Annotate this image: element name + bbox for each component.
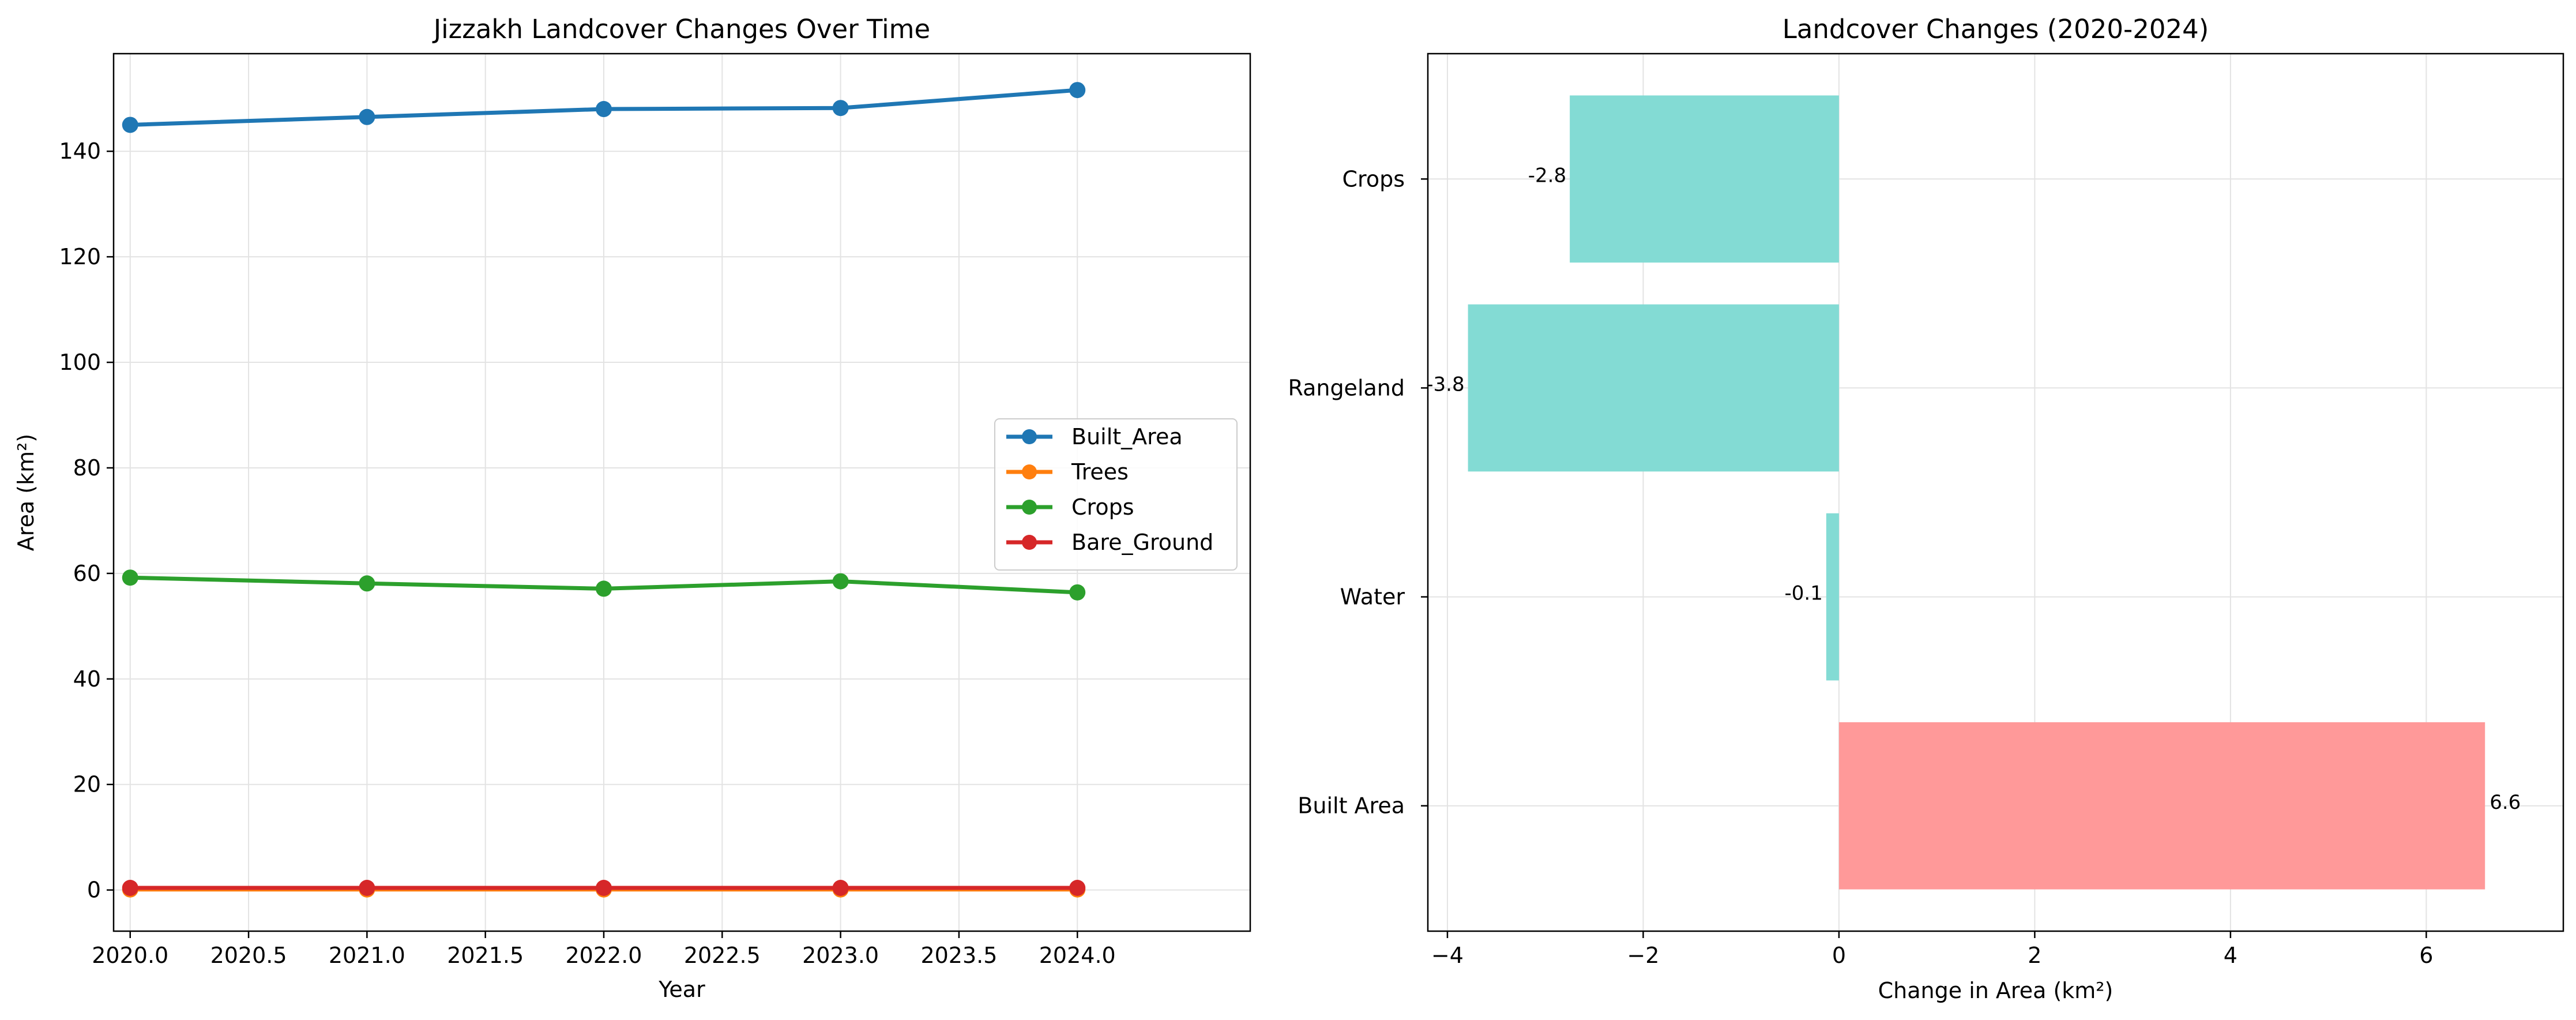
data-point	[359, 575, 375, 592]
legend-swatch-marker	[1022, 535, 1037, 550]
x-tick-label: 2020.0	[92, 943, 168, 968]
x-tick-label: 4	[2224, 943, 2237, 968]
data-point	[1069, 880, 1086, 897]
y-tick-label: 0	[87, 877, 101, 903]
legend-box	[994, 418, 1238, 571]
data-point	[595, 580, 612, 597]
bar-value-label: 6.6	[2489, 791, 2521, 814]
data-point	[359, 880, 375, 897]
plot-frame	[1427, 52, 2564, 932]
legend-swatch-marker	[1022, 429, 1037, 444]
data-point	[832, 100, 849, 117]
y-tick-label: Rangeland	[1288, 375, 1405, 400]
x-tick-label: −4	[1431, 943, 1464, 968]
data-point	[1069, 82, 1086, 99]
y-tick-label: 100	[59, 350, 101, 375]
x-tick-label: 2022.5	[684, 943, 761, 968]
data-point	[359, 108, 375, 125]
bar-water	[1826, 513, 1839, 681]
bar-chart: 6.6 -0.1 -3.8 -2.8 −4 −2 0 2 4 6 Built Area Water Ra…	[1288, 14, 2564, 1003]
bar-rangeland	[1468, 304, 1839, 472]
line-chart: 2020.0 2020.5 2021.0 2021.5 2022.0 2022.5 2023…	[13, 14, 1251, 1002]
data-point	[122, 117, 138, 133]
y-axis-label: Area (km²)	[13, 434, 39, 551]
data-point	[832, 880, 849, 897]
plot-frame	[112, 52, 1251, 932]
x-tick-label: 2022.0	[566, 943, 642, 968]
y-tick-label: Crops	[1342, 166, 1405, 192]
x-axis-label: Year	[658, 977, 705, 1002]
data-point	[832, 573, 849, 590]
bar-crops	[1570, 95, 1839, 263]
legend-swatch-marker	[1022, 464, 1037, 479]
x-tick-label: 2024.0	[1039, 943, 1116, 968]
y-tick-label: 140	[59, 138, 101, 164]
x-tick-label: 6	[2419, 943, 2433, 968]
legend-label: Crops	[1071, 494, 1134, 520]
data-point	[122, 569, 138, 586]
legend-label: Built_Area	[1071, 424, 1183, 449]
x-tick-label: 2023.5	[920, 943, 997, 968]
bar-value-label: -0.1	[1785, 582, 1823, 605]
y-tick-label: Built Area	[1298, 793, 1405, 819]
y-tick-label: 120	[59, 244, 101, 269]
legend-swatch-marker	[1022, 500, 1037, 515]
x-tick-label: 0	[1832, 943, 1846, 968]
y-tick-label: 40	[73, 666, 101, 692]
x-tick-label: −2	[1627, 943, 1659, 968]
x-tick-label: 2021.5	[447, 943, 524, 968]
chart-title: Landcover Changes (2020-2024)	[1782, 14, 2209, 44]
bar-value-label: -2.8	[1528, 164, 1566, 187]
chart-title: Jizzakh Landcover Changes Over Time	[432, 14, 930, 44]
x-tick-label: 2020.5	[210, 943, 287, 968]
data-point	[595, 880, 612, 897]
data-point	[1069, 584, 1086, 601]
x-tick-label: 2	[2028, 943, 2041, 968]
y-tick-label: Water	[1340, 584, 1405, 610]
bar-built-area	[1838, 722, 2485, 890]
y-tick-label: 80	[73, 455, 101, 481]
x-axis-label: Change in Area (km²)	[1878, 978, 2114, 1003]
legend-label: Trees	[1071, 459, 1129, 485]
y-tick-label: 60	[73, 561, 101, 586]
data-point	[595, 101, 612, 118]
x-tick-label: 2021.0	[329, 943, 405, 968]
x-tick-label: 2023.0	[802, 943, 879, 968]
legend-label: Bare_Ground	[1071, 530, 1213, 555]
y-tick-label: 20	[73, 772, 101, 797]
bar-value-label: -3.8	[1426, 373, 1464, 396]
data-point	[122, 880, 138, 897]
legend: Built_Area Trees Crops Bare_Ground	[994, 418, 1238, 571]
